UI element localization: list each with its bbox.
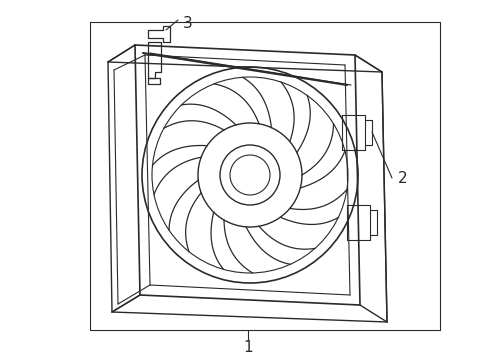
Text: 1: 1 — [243, 341, 252, 356]
Text: 3: 3 — [183, 16, 192, 31]
Text: 2: 2 — [397, 171, 407, 185]
